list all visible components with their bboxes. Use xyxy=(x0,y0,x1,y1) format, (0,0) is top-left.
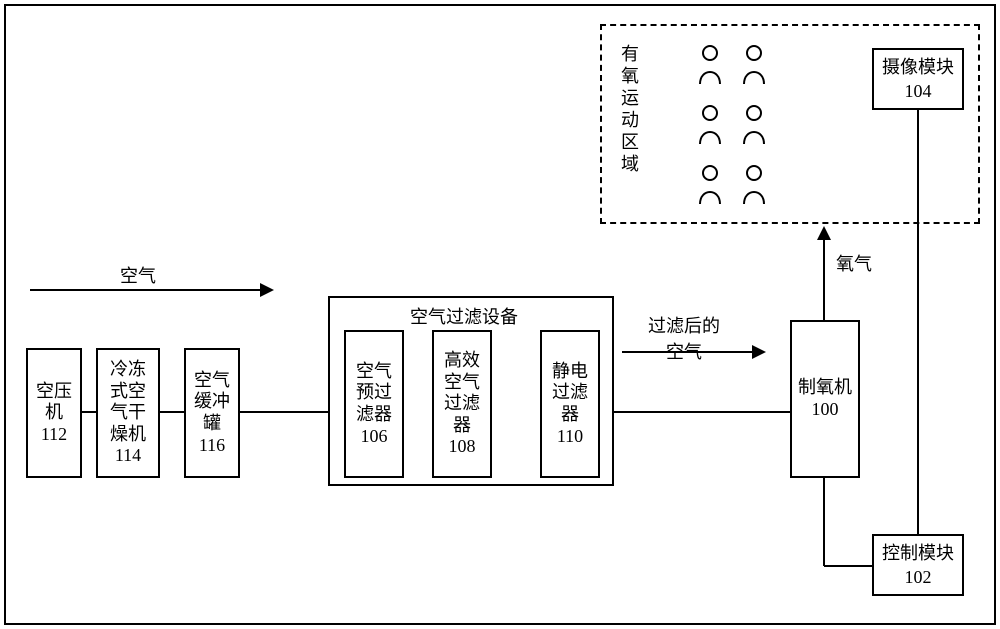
prefilter-label: 空气预过滤器106 xyxy=(350,361,398,447)
connector-line xyxy=(82,411,96,413)
oxygen-label: 氧气 xyxy=(836,250,872,276)
connector-line xyxy=(622,351,752,353)
connector-line xyxy=(240,411,328,413)
control-id: 102 xyxy=(905,566,932,589)
person-icon xyxy=(696,104,724,144)
connector-line xyxy=(823,478,825,566)
compressor-box: 空压机112 xyxy=(26,348,82,478)
person-icon xyxy=(740,164,768,204)
dryer-label: 冷冻式空气干燥机114 xyxy=(102,359,154,467)
connector-line xyxy=(824,565,872,567)
connector-line xyxy=(30,289,260,291)
person-icon xyxy=(740,104,768,144)
person-icon xyxy=(740,44,768,84)
oxygen-generator-box: 制氧机100 xyxy=(790,320,860,478)
electro-label: 静电过滤器110 xyxy=(546,361,594,447)
air-filter-group-title: 空气过滤设备 xyxy=(410,303,518,329)
hepa-box: 高效空气过滤器108 xyxy=(432,330,492,478)
arrowhead-icon xyxy=(817,226,831,240)
camera-id: 104 xyxy=(905,80,932,103)
control-label: 控制模块 xyxy=(882,542,954,565)
oxy-label: 制氧机100 xyxy=(798,377,852,420)
connector-line xyxy=(614,411,790,413)
buffer-tank-box: 空气缓冲罐116 xyxy=(184,348,240,478)
connector-line xyxy=(823,232,825,312)
hepa-label: 高效空气过滤器108 xyxy=(438,350,486,458)
connector-line xyxy=(823,312,825,320)
air-in-label: 空气 xyxy=(120,262,156,288)
filtered-air-label: 过滤后的 空气 xyxy=(648,312,720,364)
aerobic-zone-label: 有氧运动区域 xyxy=(616,44,642,176)
person-icon xyxy=(696,164,724,204)
prefilter-box: 空气预过滤器106 xyxy=(344,330,404,478)
arrowhead-icon xyxy=(260,283,274,297)
person-icon xyxy=(696,44,724,84)
arrowhead-icon xyxy=(752,345,766,359)
dryer-box: 冷冻式空气干燥机114 xyxy=(96,348,160,478)
control-module-box: 控制模块 102 xyxy=(872,534,964,596)
camera-module-box: 摄像模块 104 xyxy=(872,48,964,110)
connector-line xyxy=(160,411,184,413)
connector-line xyxy=(917,110,919,534)
buffer-label: 空气缓冲罐116 xyxy=(190,370,234,456)
compress-label: 空压机112 xyxy=(32,381,76,446)
diagram-canvas: 有氧运动区域 摄像模块 104 控制模块 102 制氧机100 空气过滤设备 空… xyxy=(0,0,1000,629)
electrostatic-box: 静电过滤器110 xyxy=(540,330,600,478)
camera-label: 摄像模块 xyxy=(882,56,954,79)
